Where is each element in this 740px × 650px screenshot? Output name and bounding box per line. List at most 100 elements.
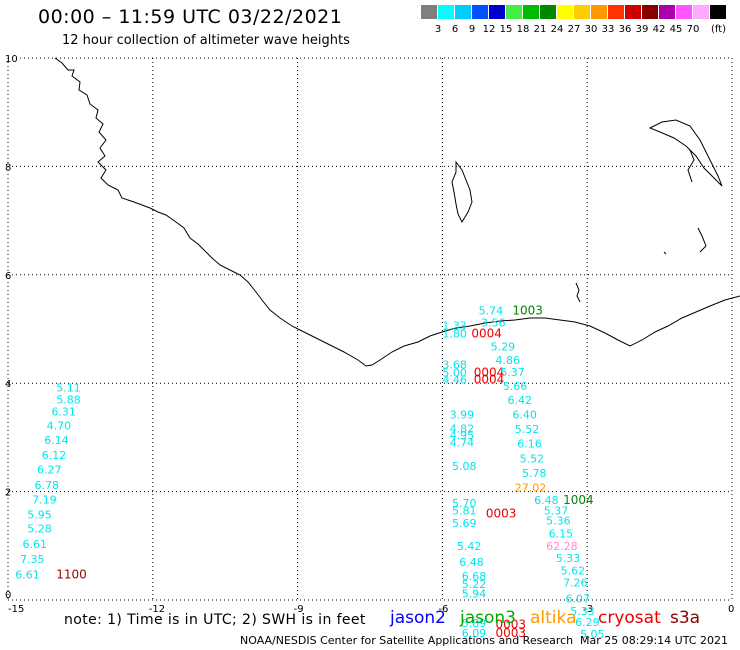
satellite-altika: altika [530,608,577,628]
wave-height-label: 6.42 [508,394,533,407]
wave-height-label: 6.09 [462,627,487,640]
map-subtitle: 12 hour collection of altimeter wave hei… [62,33,350,48]
legend-value: 15 [499,24,513,35]
wave-height-label: 27.02 [515,482,547,495]
wave-height-label: 1.80 [442,328,467,341]
legend-swatch [608,5,624,19]
coastline-lake [451,160,473,224]
wave-height-label: 5.05 [580,628,605,641]
legend-unit: (ft) [711,24,727,35]
wave-height-label: 5.36 [546,515,571,528]
legend-value: 42 [652,24,666,35]
units-note: note: 1) Time is in UTC; 2) SWH is in fe… [64,612,366,628]
wave-height-observations: 5.115.886.314.70 6.14 6.12 6.27 6.78 7.19 5.95… [15,303,604,641]
legend-value: 21 [533,24,547,35]
satellite-jason3: jason3 [460,608,516,628]
wave-height-label: 5.37 [544,504,569,517]
x-tick-label: -12 [149,604,165,615]
wave-height-label: 6.15 [549,528,574,541]
wave-height-label: 5.70 [452,497,477,510]
credit-line: NOAA/NESDIS Center for Satellite Applica… [240,634,574,647]
coastline-east-lake-arm [687,149,695,183]
legend-swatch [591,5,607,19]
legend-swatch [438,5,454,19]
legend-swatch [506,5,522,19]
wave-height-label: 7.26 [563,576,588,589]
wave-height-label: 5.42 [457,540,482,553]
generated-timestamp: Mar 25 08:29:14 UTC 2021 [580,634,728,647]
wave-height-label: 5.95 [27,509,52,522]
wave-height-label: 4.70 [47,419,72,432]
wave-height-label: 6.40 [512,408,537,421]
wave-height-label: 6.61 [22,538,47,551]
wave-height-label: 1004 [563,493,594,507]
satellite-cryosat: cryosat [598,608,661,628]
wave-height-label: 0004 [474,366,505,380]
wave-height-label: 5.08 [452,460,477,473]
map-grid [7,57,733,601]
wave-height-label: 5.81 [452,504,477,517]
wave-height-label: 0003 [495,618,526,632]
wave-height-label: 7.19 [32,494,57,507]
wave-height-label: 3.68 [442,359,467,372]
legend-value: 39 [635,24,649,35]
legend-value: 70 [686,24,700,35]
wave-height-label: 6.14 [44,434,68,447]
wave-height-label: 0004 [471,327,502,341]
wave-height-label: 6.48 [459,556,484,569]
y-tick-label: 8 [5,162,11,173]
wave-height-label: 4.74 [450,437,475,450]
map-title: 00:00 – 11:59 UTC 03/22/2021 [38,6,343,28]
wave-height-label: 6.31 [51,406,76,419]
wave-height-label: 4.82 [450,423,475,436]
legend-swatch [659,5,675,19]
legend-value: 33 [601,24,615,35]
y-tick-label: 10 [5,54,18,65]
legend-value: 45 [669,24,683,35]
wave-height-label: 0003 [495,626,526,640]
x-tick-label: -9 [294,604,304,615]
coastline-inlet [575,282,581,303]
y-tick-label: 0 [5,590,11,601]
wave-height-label: 0003 [486,507,517,521]
legend-swatch [472,5,488,19]
coastline [54,57,740,367]
wave-height-label: 6.27 [37,464,62,477]
wave-height-label: 5.89 [462,617,487,630]
legend-swatch [710,5,726,19]
wave-height-label: 4.95 [450,429,475,442]
legend-value: 12 [482,24,496,35]
wave-height-label: 5.29 [491,341,515,354]
wave-height-label: 5.66 [503,380,528,393]
legend-value: 24 [550,24,564,35]
legend-value: 9 [468,24,476,35]
wave-height-label: 7.35 [20,553,45,566]
wave-height-label: 5.37 [500,366,525,379]
wave-height-label: 6.29 [575,616,600,629]
wave-height-label: 5.69 [452,517,477,530]
y-tick-label: 4 [5,379,11,390]
wave-height-label: 5.94 [462,587,487,600]
wave-height-label: 5.00 [442,367,467,380]
wave-height-label: 5.88 [56,393,80,406]
wave-height-label: 5.52 [515,423,540,436]
wave-height-label: 1003 [512,303,543,317]
y-tick-label: 6 [5,271,11,282]
wave-height-label: 5.78 [522,467,547,480]
legend-swatch [489,5,505,19]
wave-height-label: 6.16 [517,438,542,451]
legend-value: 18 [516,24,530,35]
wave-height-label: 5.22 [462,578,487,591]
legend-swatch [421,5,437,19]
legend-swatch [625,5,641,19]
satellite-jason2: jason2 [390,608,446,628]
wave-height-label: 5.62 [561,565,586,578]
wave-height-label: 6.78 [35,479,60,492]
legend-value: 27 [567,24,581,35]
wave-height-label: 4.46 [442,374,467,387]
y-tick-label: 2 [5,488,11,499]
legend-swatch [642,5,658,19]
wave-height-label: 6.07 [565,593,590,606]
x-tick-label: -15 [8,604,24,615]
